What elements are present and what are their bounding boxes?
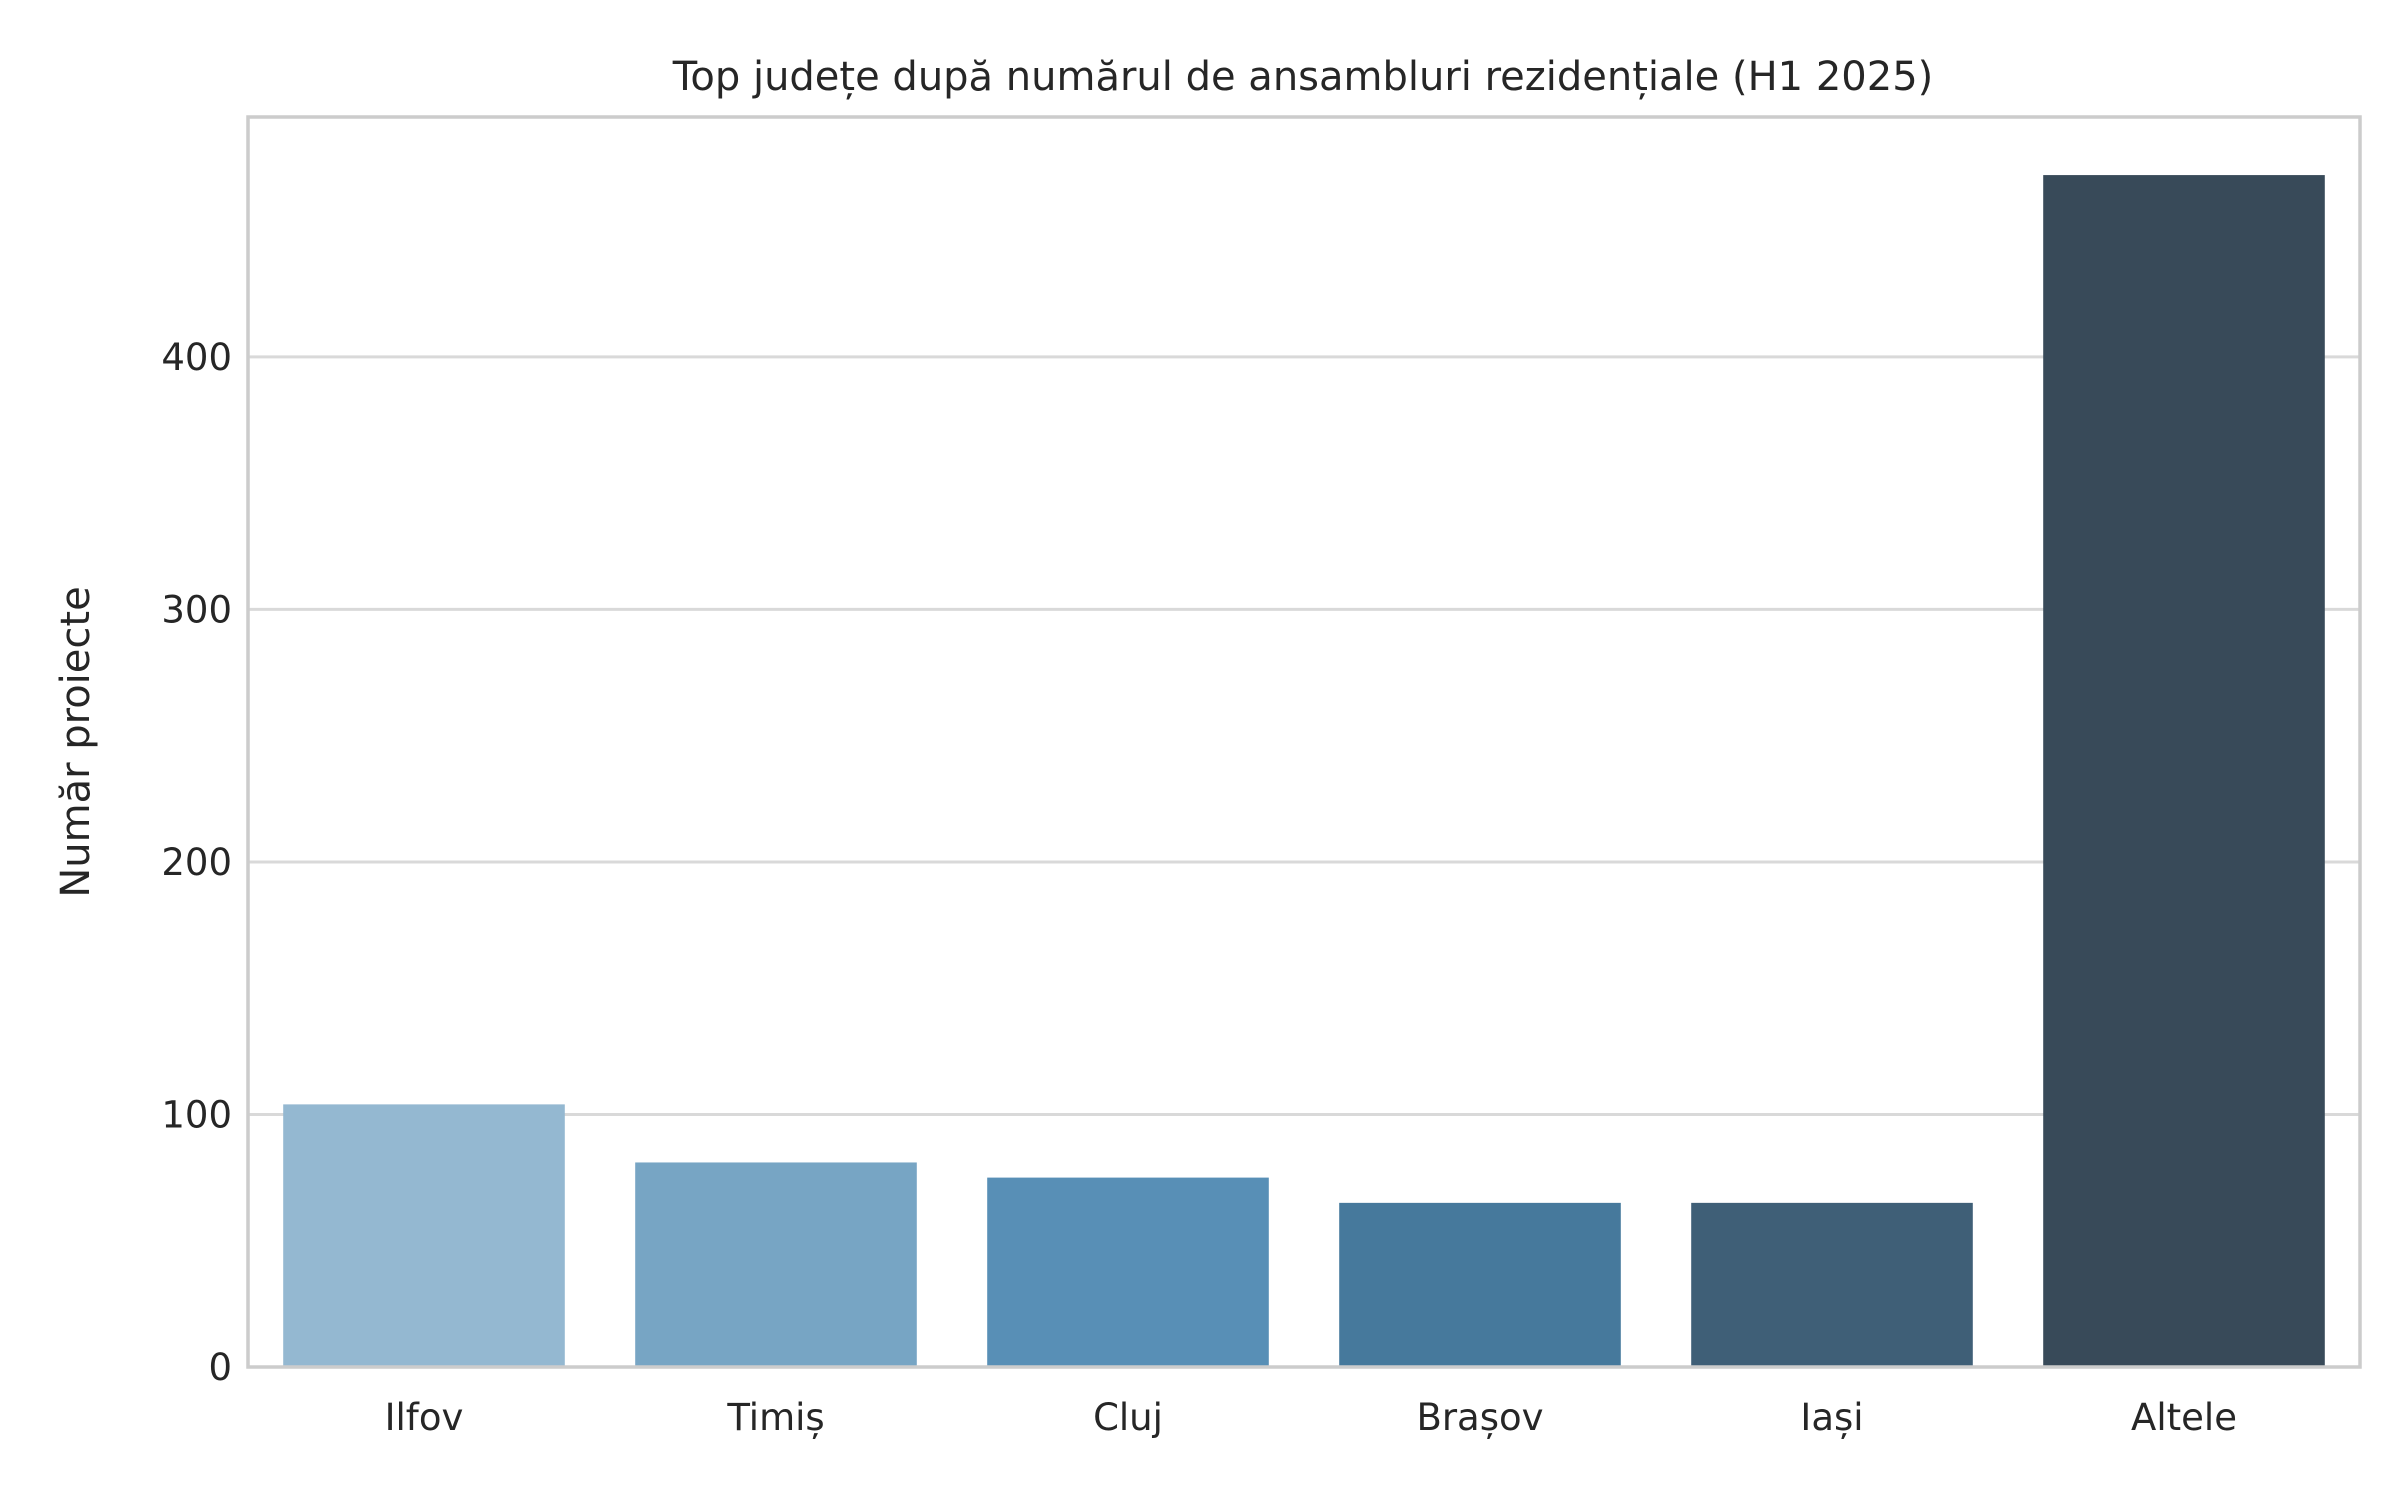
- bar-iasi: [1691, 1202, 1973, 1367]
- x-tick-label: Brașov: [1416, 1396, 1543, 1439]
- plot-frame: [246, 115, 2362, 1369]
- bar-timis: [635, 1162, 917, 1367]
- bar-ilfov: [283, 1104, 565, 1367]
- y-axis-label: Număr proiecte: [53, 586, 99, 897]
- bar-cluj: [987, 1177, 1269, 1367]
- x-tick-label: Iași: [1800, 1396, 1863, 1439]
- bars: [283, 175, 2325, 1367]
- x-tick-label: Ilfov: [385, 1396, 464, 1439]
- bar-altele: [2043, 175, 2325, 1367]
- bar-brasov: [1339, 1202, 1621, 1367]
- x-tick-label: Timiș: [726, 1396, 824, 1439]
- y-tick-label: 100: [161, 1093, 232, 1136]
- x-axis-ticks: Ilfov Timiș Cluj Brașov Iași Altele: [385, 1396, 2237, 1439]
- y-tick-label: 300: [161, 588, 232, 631]
- chart-title: Top județe după numărul de ansambluri re…: [672, 54, 1934, 100]
- y-axis-ticks: 0 100 200 300 400: [161, 336, 232, 1389]
- y-tick-label: 0: [208, 1346, 232, 1389]
- x-tick-label: Cluj: [1093, 1396, 1163, 1439]
- grid-lines: [248, 355, 2360, 1116]
- x-tick-label: Altele: [2131, 1396, 2237, 1439]
- y-tick-label: 200: [161, 841, 232, 884]
- y-tick-label: 400: [161, 336, 232, 379]
